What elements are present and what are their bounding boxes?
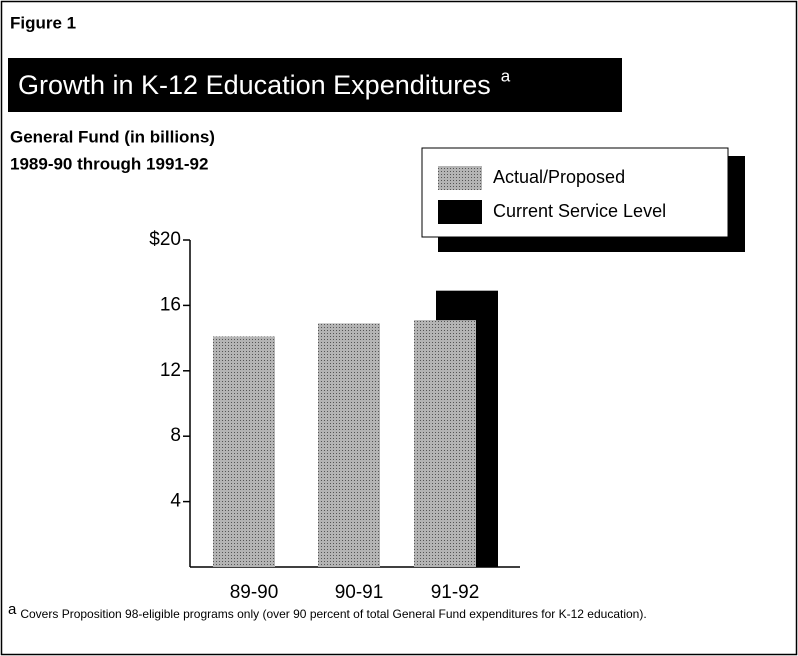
subtitle: General Fund (in billions) [10,127,215,146]
y-tick-label: $20 [149,229,181,250]
bar [318,323,380,567]
legend-swatch [438,166,482,190]
footnote: a Covers Proposition 98-eligible programs… [8,601,768,621]
y-tick-label: 8 [170,425,181,446]
chart-title: Growth in K-12 Education Expenditures [18,70,491,100]
x-tick-label: 90-91 [335,582,384,603]
title-bar [8,58,622,112]
legend-label: Current Service Level [493,201,666,221]
x-tick-label: 91-92 [431,582,480,603]
subtitle: 1989-90 through 1991-92 [10,154,208,173]
footnote-marker: a [8,601,17,618]
bar [213,336,275,567]
y-tick-label: 12 [160,360,181,381]
x-tick-label: 89-90 [230,582,279,603]
legend-swatch [438,200,482,224]
figure-label: Figure 1 [10,13,76,32]
legend-label: Actual/Proposed [493,167,625,187]
y-tick-label: 16 [160,294,181,315]
title-marker: a [501,66,511,85]
y-tick-label: 4 [170,491,181,512]
footnote-text: Covers Proposition 98-eligible programs … [20,607,647,621]
bar [414,320,476,567]
